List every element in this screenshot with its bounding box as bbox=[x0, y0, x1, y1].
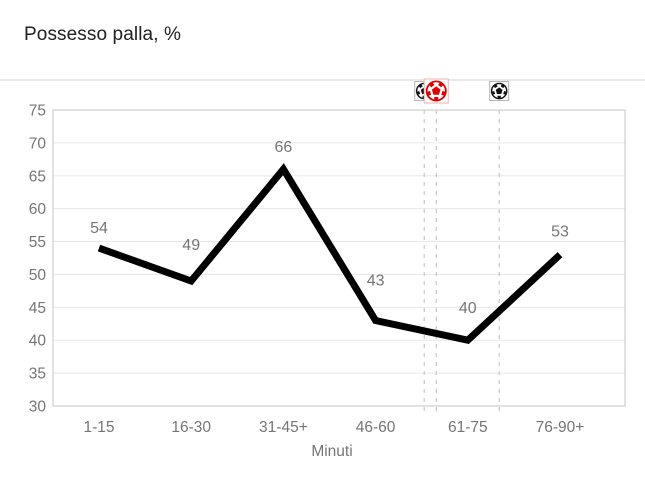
goal-ball-icon bbox=[489, 81, 510, 101]
ball-patch bbox=[493, 83, 498, 89]
ball-patch bbox=[500, 83, 505, 89]
ball-patch bbox=[491, 90, 496, 95]
ball-patch bbox=[438, 82, 444, 88]
y-tick-label: 55 bbox=[29, 234, 46, 251]
x-tick-label: 31-45+ bbox=[259, 419, 308, 436]
ball-pentagon bbox=[495, 87, 503, 94]
x-tick-label: 76-90+ bbox=[536, 419, 585, 436]
y-tick-label: 50 bbox=[29, 267, 47, 284]
data-label: 66 bbox=[275, 139, 293, 156]
ball-patch bbox=[441, 90, 446, 96]
ball-patch bbox=[503, 90, 507, 95]
y-tick-label: 40 bbox=[29, 333, 47, 350]
ball-patch bbox=[418, 83, 423, 89]
x-tick-label: 16-30 bbox=[171, 419, 211, 436]
possession-line[interactable] bbox=[97, 163, 563, 345]
data-label: 54 bbox=[90, 220, 108, 237]
goal-ball-icon bbox=[423, 78, 449, 104]
ball-pentagon bbox=[431, 86, 441, 95]
y-tick-label: 35 bbox=[29, 366, 46, 383]
y-tick-label: 30 bbox=[29, 399, 47, 416]
y-tick-label: 65 bbox=[29, 168, 46, 185]
x-tick-label: 61-75 bbox=[448, 419, 488, 436]
plot-border bbox=[52, 109, 626, 407]
y-tick-label: 60 bbox=[29, 201, 47, 218]
header-divider bbox=[0, 79, 645, 81]
data-label: 40 bbox=[459, 300, 477, 317]
y-tick-label: 45 bbox=[29, 300, 46, 317]
chart-title: Possesso palla, % bbox=[24, 24, 181, 45]
x-axis-title: Minuti bbox=[311, 443, 352, 460]
data-label: 43 bbox=[367, 272, 385, 289]
ball-patch bbox=[426, 90, 432, 96]
data-label: 53 bbox=[551, 224, 569, 241]
x-tick-label: 1-15 bbox=[83, 419, 114, 436]
y-tick-label: 75 bbox=[29, 103, 46, 120]
y-tick-label: 70 bbox=[29, 135, 47, 152]
ball-patch bbox=[416, 90, 421, 95]
ball-patch bbox=[428, 82, 435, 88]
x-tick-label: 46-60 bbox=[356, 419, 396, 436]
data-label: 49 bbox=[182, 237, 200, 254]
